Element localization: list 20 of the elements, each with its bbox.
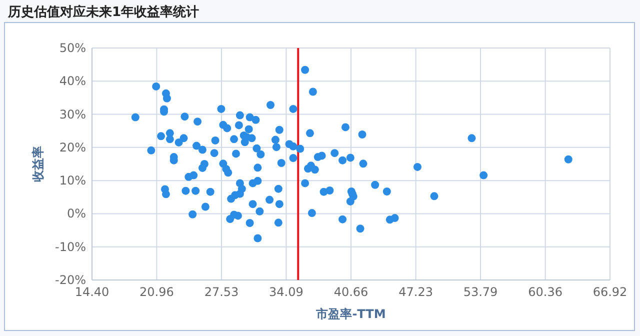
x-axis-title: 市盈率-TTM <box>315 307 386 321</box>
x-tick-label: 34.09 <box>269 285 304 299</box>
x-tick-label: 47.23 <box>398 285 433 299</box>
x-tick-label: 14.40 <box>74 285 110 299</box>
y-tick-label: 0% <box>66 206 86 221</box>
y-tick-label: 40% <box>59 74 86 88</box>
x-tick-label: 60.36 <box>528 285 562 299</box>
y-tick-label: 50% <box>59 41 86 55</box>
y-tick-label: 30% <box>59 107 86 122</box>
y-axis-title: 收益率 <box>31 146 45 182</box>
y-tick-label: -20% <box>54 273 86 287</box>
y-tick-label: 10% <box>59 174 86 188</box>
x-tick-label: 20.96 <box>140 285 174 299</box>
x-tick-label: 66.92 <box>592 285 628 299</box>
x-tick-label: 40.66 <box>334 285 368 299</box>
y-tick-label: 20% <box>59 140 86 154</box>
y-tick-label: -10% <box>54 240 86 254</box>
x-tick-label: 27.53 <box>204 285 239 299</box>
chart-title: 历史估值对应未来1年收益率统计 <box>7 4 200 20</box>
x-tick-label: 53.79 <box>463 285 498 299</box>
